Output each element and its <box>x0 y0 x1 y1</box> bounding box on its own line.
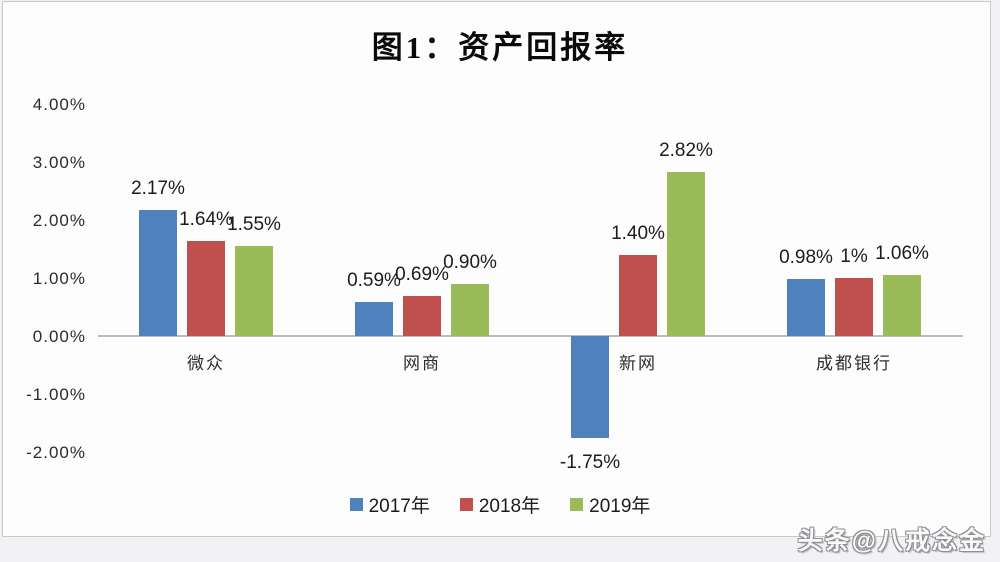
bar-2017年-成都银行 <box>787 279 825 336</box>
bar-2019年-网商 <box>451 284 489 336</box>
bar-2019年-微众 <box>235 246 273 336</box>
chart-title: 图1：资产回报率 <box>371 30 629 65</box>
bar-2017年-微众 <box>139 210 177 336</box>
bar-value-label: 2.82% <box>659 140 713 161</box>
category-label-新网: 新网 <box>619 354 657 373</box>
legend: 2017年 2018年 2019年 <box>0 491 1000 518</box>
y-axis-tick-label: -2.00% <box>26 443 86 462</box>
bar-value-label: 1.40% <box>611 223 665 244</box>
legend-swatch-icon <box>459 498 473 511</box>
y-axis-tick-label: 2.00% <box>32 211 86 230</box>
bar-value-label: 2.17% <box>131 178 185 199</box>
bar-2019年-新网 <box>667 172 705 336</box>
bar-value-label: 0.69% <box>395 264 449 285</box>
bar-value-label: 0.59% <box>347 270 401 291</box>
bar-value-label: 1.64% <box>179 209 233 230</box>
bar-2018年-网商 <box>403 296 441 336</box>
category-label-网商: 网商 <box>403 354 441 373</box>
legend-item-2017年: 2017年 <box>349 491 430 518</box>
bar-2019年-成都银行 <box>883 275 921 336</box>
y-axis-tick-label: 4.00% <box>32 95 86 114</box>
legend-item-label: 2019年 <box>589 496 651 517</box>
bar-value-label: 1.55% <box>227 214 281 235</box>
y-axis-tick-label: 0.00% <box>32 327 86 346</box>
bar-value-label: 0.98% <box>779 247 833 268</box>
bar-value-label: -1.75% <box>559 452 621 473</box>
y-axis-tick-label: 1.00% <box>32 269 86 288</box>
legend-item-label: 2018年 <box>478 496 541 517</box>
bar-2017年-网商 <box>355 302 393 336</box>
bar-value-label: 1.06% <box>875 243 929 264</box>
category-label-微众: 微众 <box>187 354 225 373</box>
watermark: 头条@八戒念金 <box>797 527 986 555</box>
legend-item-2019年: 2019年 <box>570 491 650 518</box>
bar-2017年-新网 <box>571 336 609 438</box>
legend-swatch-icon <box>349 498 363 511</box>
bar-2018年-新网 <box>619 255 657 336</box>
category-label-成都银行: 成都银行 <box>816 354 892 373</box>
legend-swatch-icon <box>570 498 584 511</box>
bar-2018年-成都银行 <box>835 278 873 336</box>
legend-item-label: 2017年 <box>368 496 430 517</box>
x-axis-zero-line <box>98 335 963 337</box>
bar-2018年-微众 <box>187 241 225 336</box>
y-axis-tick-label: -1.00% <box>26 385 86 404</box>
y-axis-tick-label: 3.00% <box>32 153 86 172</box>
bar-value-label: 0.90% <box>443 252 497 273</box>
legend-item-2018年: 2018年 <box>459 491 541 518</box>
bar-value-label: 1% <box>840 246 868 267</box>
